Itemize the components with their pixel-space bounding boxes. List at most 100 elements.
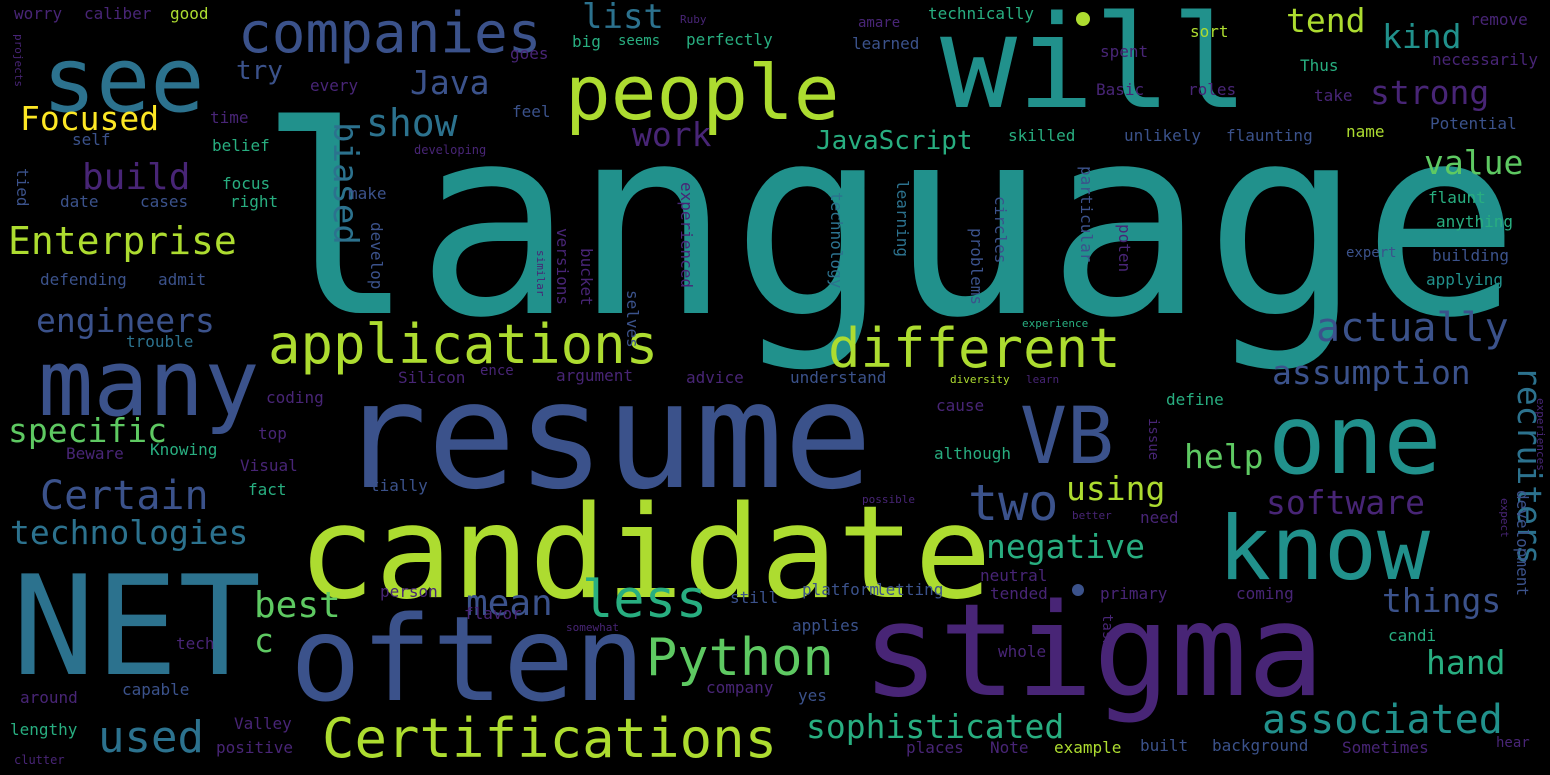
word: Java [410, 63, 490, 102]
word: tend [1286, 1, 1366, 40]
word: seems [618, 33, 661, 49]
word: build [82, 157, 191, 198]
word: selves [623, 290, 642, 348]
word: Beware [66, 444, 124, 463]
word: remove [1470, 10, 1528, 29]
word: self [72, 130, 111, 149]
word: versions [553, 228, 572, 306]
word: primary [1100, 584, 1168, 603]
word: diversity [950, 373, 1010, 386]
word: c [254, 621, 274, 660]
word: coding [266, 388, 324, 407]
word: specific [8, 411, 167, 450]
word: negative [986, 527, 1145, 566]
word: fact [248, 480, 287, 499]
word: still [730, 588, 779, 607]
word: tech [176, 634, 215, 653]
word: circles [991, 196, 1010, 264]
word: cause [936, 396, 985, 415]
word: top [258, 424, 287, 443]
word: hand [1426, 643, 1506, 682]
word: experiences [1534, 398, 1547, 471]
word: actually [1316, 305, 1509, 351]
word: goes [510, 44, 549, 63]
word: using [1066, 469, 1166, 508]
word: used [98, 712, 204, 763]
word: built [1140, 736, 1189, 755]
word: belief [212, 136, 270, 155]
word: tended [990, 584, 1048, 603]
word: tially [370, 476, 428, 495]
word: two [968, 474, 1059, 532]
word: applies [792, 616, 860, 635]
word: lengthy [10, 720, 78, 739]
word: applications [268, 313, 659, 376]
word: many [38, 330, 260, 437]
word: flaunt [1428, 188, 1486, 207]
word: candidate [298, 479, 992, 628]
word: clutter [14, 753, 65, 767]
word: see [42, 28, 205, 133]
word: different [828, 317, 1121, 380]
word: associated [1262, 697, 1503, 743]
word: help [1184, 437, 1264, 476]
word: capable [122, 680, 190, 699]
word: applying [1426, 270, 1504, 289]
word: Python [646, 628, 834, 688]
word: spent [1100, 42, 1149, 61]
word: expert [1346, 245, 1397, 261]
word: although [934, 444, 1012, 463]
word: Silicon [398, 368, 466, 387]
word: show [366, 101, 458, 145]
word: less [582, 570, 708, 630]
word: amare [858, 15, 901, 31]
word: similar [534, 250, 547, 297]
word: sophisticated [806, 707, 1065, 746]
word: example [1054, 738, 1122, 757]
word: neutral [980, 566, 1048, 585]
word: issue [1145, 418, 1161, 461]
word: NET [12, 546, 262, 707]
word: list [582, 0, 664, 37]
word: hear [1496, 735, 1530, 751]
word: software [1266, 483, 1425, 522]
word: around [20, 688, 78, 707]
word: things [1382, 581, 1502, 620]
word: resume [338, 350, 873, 522]
word: possible [862, 493, 915, 506]
word: sort [1190, 22, 1229, 41]
word: Thus [1300, 56, 1339, 75]
word: Potential [1430, 114, 1517, 133]
word: person [380, 582, 438, 601]
word: big [572, 32, 601, 51]
word: building [1432, 246, 1510, 265]
word: make [348, 184, 387, 203]
word: better [1072, 509, 1112, 522]
word: projects [12, 34, 25, 87]
word: somewhat [566, 621, 619, 634]
word: know [1218, 497, 1430, 600]
word: places [906, 738, 964, 757]
word: positive [216, 738, 294, 757]
word: skilled [1008, 126, 1076, 145]
word: worry [14, 4, 63, 23]
word: develop [367, 222, 386, 290]
word: unlikely [1124, 126, 1202, 145]
word: JavaScript [816, 126, 973, 156]
word: Valley [234, 714, 292, 733]
word: roles [1188, 80, 1237, 99]
word: value [1424, 143, 1524, 182]
word: letting [876, 580, 944, 599]
word: VB [1020, 392, 1114, 482]
word: right [230, 192, 279, 211]
word: will [940, 0, 1249, 138]
word: technically [928, 4, 1034, 23]
word: name [1346, 122, 1385, 141]
word: try [236, 56, 283, 86]
word: expect [1498, 498, 1511, 538]
word: take [1314, 86, 1353, 105]
word: background [1212, 736, 1309, 755]
word: time [210, 108, 249, 127]
word: learning [893, 180, 912, 258]
word: Certifications [322, 707, 778, 770]
